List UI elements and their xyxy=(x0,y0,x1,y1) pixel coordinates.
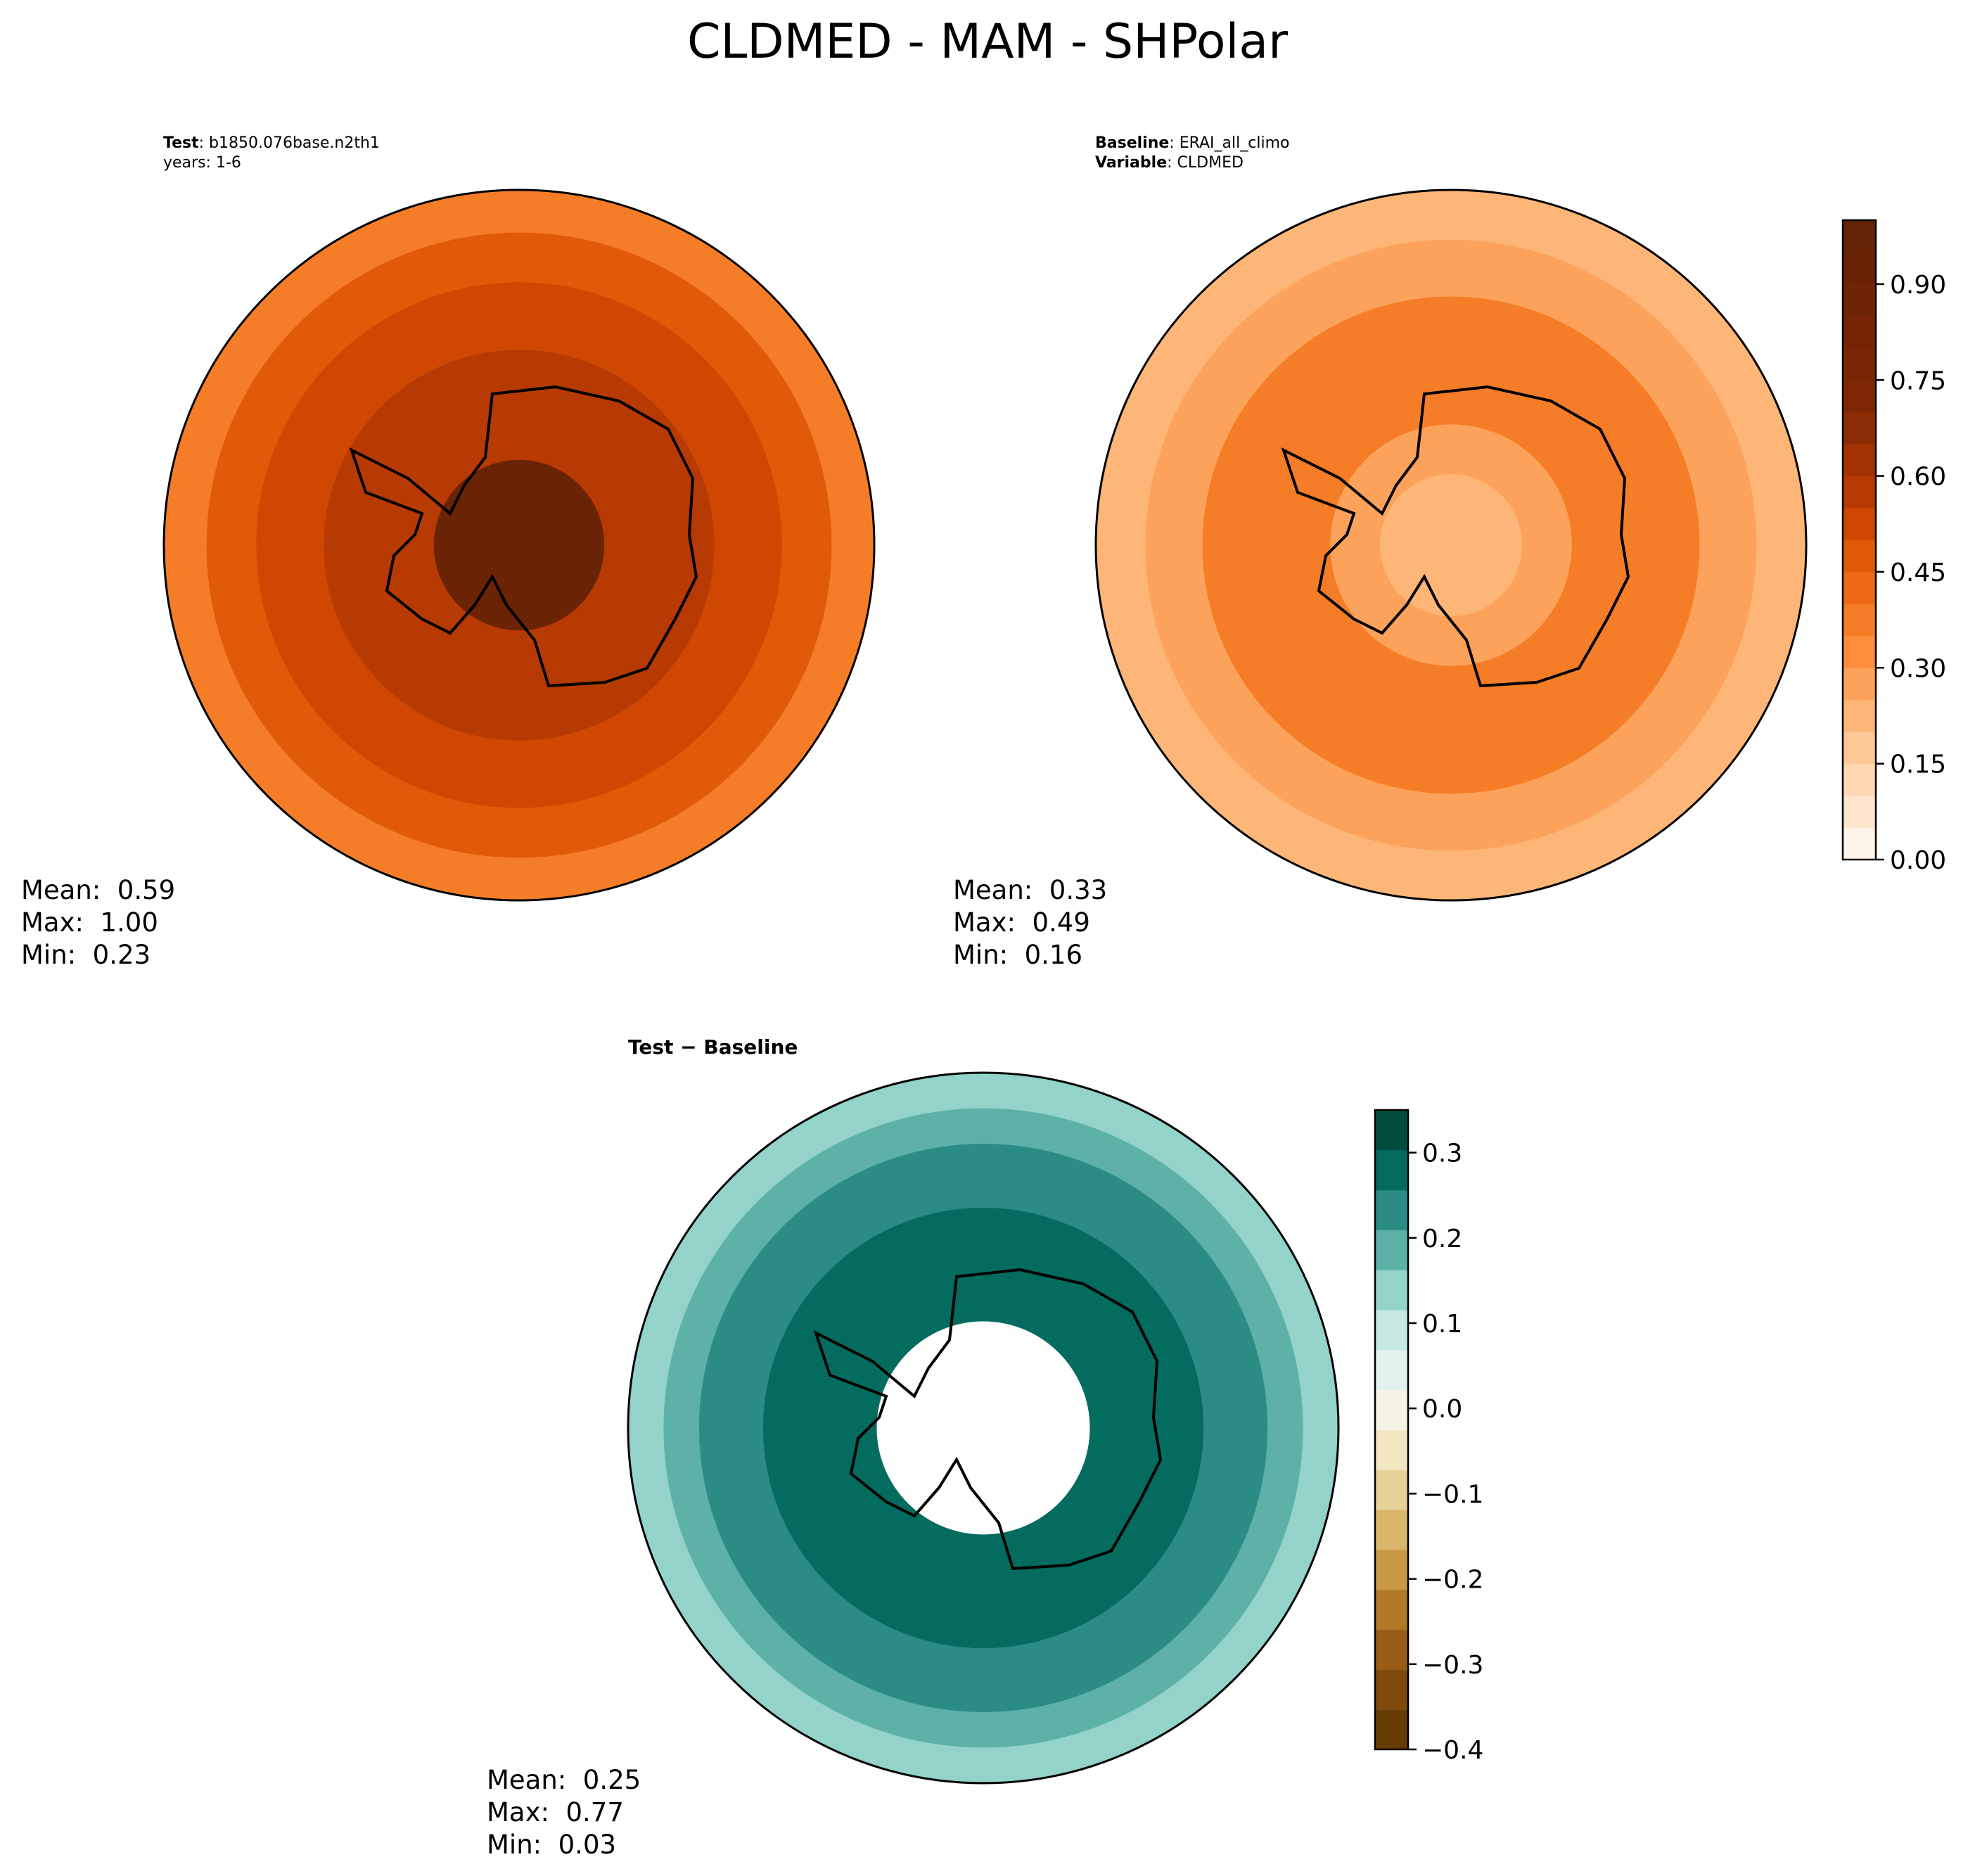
abs-colorbar-swatch-16 xyxy=(1843,316,1876,349)
test-coastline xyxy=(349,385,698,688)
baseline-map xyxy=(1094,189,1808,902)
variable-label: Variable xyxy=(1095,154,1168,172)
abs-colorbar-swatch-13 xyxy=(1843,411,1876,445)
diff-colorbar-swatch-3 xyxy=(1375,1589,1408,1631)
abs-colorbar-swatch-2 xyxy=(1843,763,1876,796)
baseline-mean: Mean: 0.33 xyxy=(953,875,1108,905)
diff-max: Max: 0.77 xyxy=(487,1797,624,1827)
abs-colorbar-swatch-4 xyxy=(1843,699,1876,732)
test-max: Max: 1.00 xyxy=(21,907,158,938)
diff-colorbar-swatch-14 xyxy=(1375,1149,1408,1191)
baseline-label: Baseline xyxy=(1095,134,1170,152)
test-map-border xyxy=(162,189,876,902)
diff-colorbar-tick-label-2: 0.1 xyxy=(1422,1310,1462,1339)
diff-min: Min: 0.03 xyxy=(487,1830,617,1860)
diff-colorbar-tick-label-6: −0.3 xyxy=(1422,1651,1483,1680)
abs-colorbar-swatch-19 xyxy=(1843,220,1876,253)
diff-map xyxy=(627,1071,1340,1785)
abs-colorbar-swatch-14 xyxy=(1843,380,1876,413)
diff-stats: Mean: 0.25 Max: 0.77 Min: 0.03 xyxy=(487,1764,641,1861)
abs-colorbar-tick-label-3: 0.45 xyxy=(1890,559,1946,587)
test-field xyxy=(164,190,874,900)
baseline-field xyxy=(1096,190,1806,900)
abs-colorbar-swatch-12 xyxy=(1843,444,1876,477)
diff-colorbar-tick-label-0: 0.3 xyxy=(1422,1140,1462,1168)
abs-colorbar-tick-label-5: 0.75 xyxy=(1890,366,1946,395)
test-stats: Mean: 0.59 Max: 1.00 Min: 0.23 xyxy=(21,874,175,971)
abs-colorbar-swatch-3 xyxy=(1843,732,1876,765)
diff-map-border xyxy=(627,1071,1340,1785)
abs-colorbar-tick-label-0: 0.00 xyxy=(1890,846,1946,875)
abs-colorbar-swatch-0 xyxy=(1843,827,1876,860)
test-meta: Test: b1850.076base.n2th1 years: 1-6 xyxy=(163,134,380,172)
diff-colorbar-tick-label-1: 0.2 xyxy=(1422,1225,1462,1253)
diff-colorbar-swatch-4 xyxy=(1375,1549,1408,1590)
baseline-max: Max: 0.49 xyxy=(953,907,1090,938)
diff-colorbar-tick-label-4: −0.1 xyxy=(1422,1480,1483,1509)
abs-colorbar-swatch-11 xyxy=(1843,476,1876,509)
diff-colorbar-swatch-8 xyxy=(1375,1389,1408,1431)
abs-colorbar-tick-label-6: 0.90 xyxy=(1890,271,1946,300)
abs-colorbar-swatch-1 xyxy=(1843,796,1876,829)
diff-colorbar-tick-label-3: 0.0 xyxy=(1422,1395,1462,1424)
diff-colorbar-tick-label-5: −0.2 xyxy=(1422,1566,1483,1595)
abs-colorbar: 0.00 0.15 0.30 0.45 0.60 0.75 0.90 xyxy=(1841,219,1946,875)
diff-title: Test − Baseline xyxy=(628,1035,798,1059)
baseline-meta: Baseline: ERAI_all_climo Variable: CLDME… xyxy=(1095,134,1290,172)
abs-colorbar-swatch-10 xyxy=(1843,508,1876,541)
diff-contour-band-5 xyxy=(876,1321,1090,1535)
test-min: Min: 0.23 xyxy=(21,940,151,970)
diff-colorbar-swatch-12 xyxy=(1375,1230,1408,1270)
variable-value: CLDMED xyxy=(1177,154,1244,172)
diff-coastline xyxy=(813,1268,1163,1571)
test-value: b1850.076base.n2th1 xyxy=(209,134,380,152)
abs-colorbar-swatch-17 xyxy=(1843,283,1876,317)
baseline-coastline xyxy=(1281,385,1630,688)
test-years: years: 1-6 xyxy=(163,154,241,172)
diff-colorbar-tick-label-7: −0.4 xyxy=(1422,1736,1483,1765)
baseline-map-border xyxy=(1094,189,1808,902)
abs-colorbar-tick-label-2: 0.30 xyxy=(1890,654,1946,683)
abs-colorbar-swatch-15 xyxy=(1843,347,1876,381)
abs-colorbar-swatch-7 xyxy=(1843,604,1876,637)
baseline-stats: Mean: 0.33 Max: 0.49 Min: 0.16 xyxy=(953,874,1107,971)
baseline-contour-band-5 xyxy=(1380,474,1522,616)
diff-mean: Mean: 0.25 xyxy=(487,1765,641,1795)
diff-colorbar-swatch-2 xyxy=(1375,1629,1408,1670)
diff-colorbar-swatch-1 xyxy=(1375,1669,1408,1710)
diff-colorbar-swatch-10 xyxy=(1375,1310,1408,1351)
diff-colorbar-swatch-11 xyxy=(1375,1270,1408,1310)
abs-colorbar-swatch-8 xyxy=(1843,571,1876,604)
baseline-value: ERAI_all_climo xyxy=(1179,134,1290,152)
figure-title: CLDMED - MAM - SHPolar xyxy=(686,14,1289,70)
abs-colorbar-swatch-18 xyxy=(1843,252,1876,285)
diff-field xyxy=(628,1073,1338,1783)
diff-colorbar-swatch-0 xyxy=(1375,1709,1408,1750)
diff-colorbar: 0.3 0.2 0.1 0.0 −0.1 −0.2 −0.3 −0.4 xyxy=(1374,1109,1483,1765)
diff-colorbar-swatch-6 xyxy=(1375,1469,1408,1510)
test-map xyxy=(162,189,876,902)
abs-colorbar-swatch-9 xyxy=(1843,540,1876,573)
baseline-min: Min: 0.16 xyxy=(953,940,1083,970)
diff-colorbar-swatch-15 xyxy=(1375,1110,1408,1151)
diff-colorbar-swatch-9 xyxy=(1375,1349,1408,1391)
abs-colorbar-swatch-6 xyxy=(1843,635,1876,668)
test-label: Test xyxy=(163,134,199,152)
diff-colorbar-swatch-13 xyxy=(1375,1189,1408,1231)
abs-colorbar-border xyxy=(1841,219,1877,861)
test-mean: Mean: 0.59 xyxy=(21,875,176,905)
test-contour-band-5 xyxy=(433,459,605,631)
abs-colorbar-tick-label-1: 0.15 xyxy=(1890,751,1946,779)
abs-colorbar-tick-label-4: 0.60 xyxy=(1890,463,1946,492)
abs-colorbar-swatch-5 xyxy=(1843,668,1876,701)
diff-colorbar-swatch-7 xyxy=(1375,1429,1408,1470)
diff-colorbar-swatch-5 xyxy=(1375,1510,1408,1550)
diff-colorbar-border xyxy=(1374,1109,1410,1751)
